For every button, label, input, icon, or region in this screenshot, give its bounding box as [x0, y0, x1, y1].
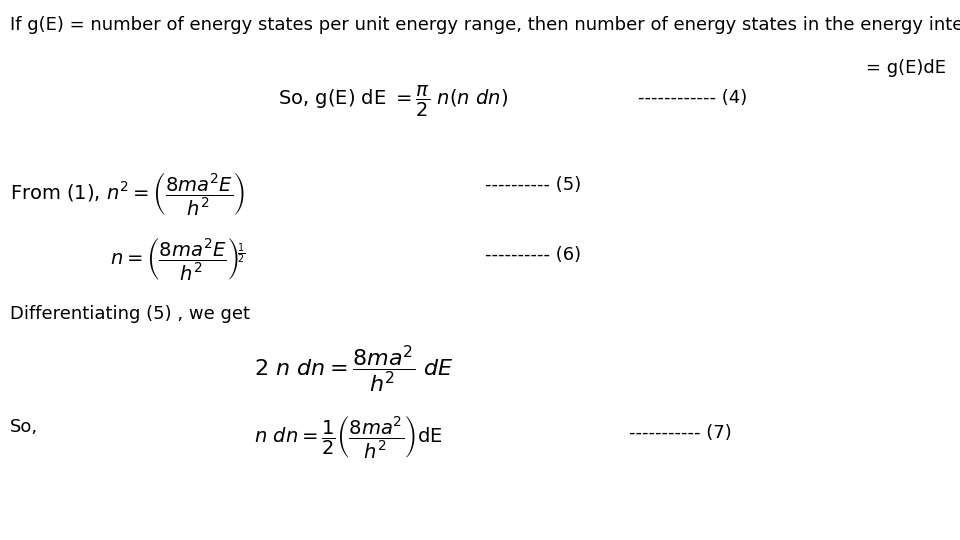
Text: ---------- (5): ---------- (5)	[485, 176, 581, 193]
Text: Differentiating (5) , we get: Differentiating (5) , we get	[10, 305, 250, 323]
Text: If g(E) = number of energy states per unit energy range, then number of energy s: If g(E) = number of energy states per un…	[10, 16, 960, 34]
Text: So,: So,	[10, 418, 37, 436]
Text: $n\ dn = \dfrac{1}{2}\left(\dfrac{8ma^2}{h^2}\right)\mathrm{dE}$: $n\ dn = \dfrac{1}{2}\left(\dfrac{8ma^2}…	[254, 413, 443, 460]
Text: = g(E)dE: = g(E)dE	[866, 59, 946, 77]
Text: From (1), $n^2 = \left(\dfrac{8ma^2 E}{h^2}\right)$: From (1), $n^2 = \left(\dfrac{8ma^2 E}{h…	[10, 170, 245, 217]
Text: ------------ (4): ------------ (4)	[638, 89, 748, 107]
Text: ---------- (6): ---------- (6)	[485, 246, 581, 264]
Text: $2\ n\ dn = \dfrac{8ma^2}{h^2}\ dE$: $2\ n\ dn = \dfrac{8ma^2}{h^2}\ dE$	[254, 343, 454, 395]
Text: $n = \left(\dfrac{8ma^2 E}{h^2}\right)^{\!\frac{1}{2}}$: $n = \left(\dfrac{8ma^2 E}{h^2}\right)^{…	[110, 235, 246, 282]
Text: ----------- (7): ----------- (7)	[629, 424, 732, 442]
Text: So, g(E) dE $= \dfrac{\pi}{2}\ n(n\ dn)$: So, g(E) dE $= \dfrac{\pi}{2}\ n(n\ dn)$	[278, 84, 509, 119]
